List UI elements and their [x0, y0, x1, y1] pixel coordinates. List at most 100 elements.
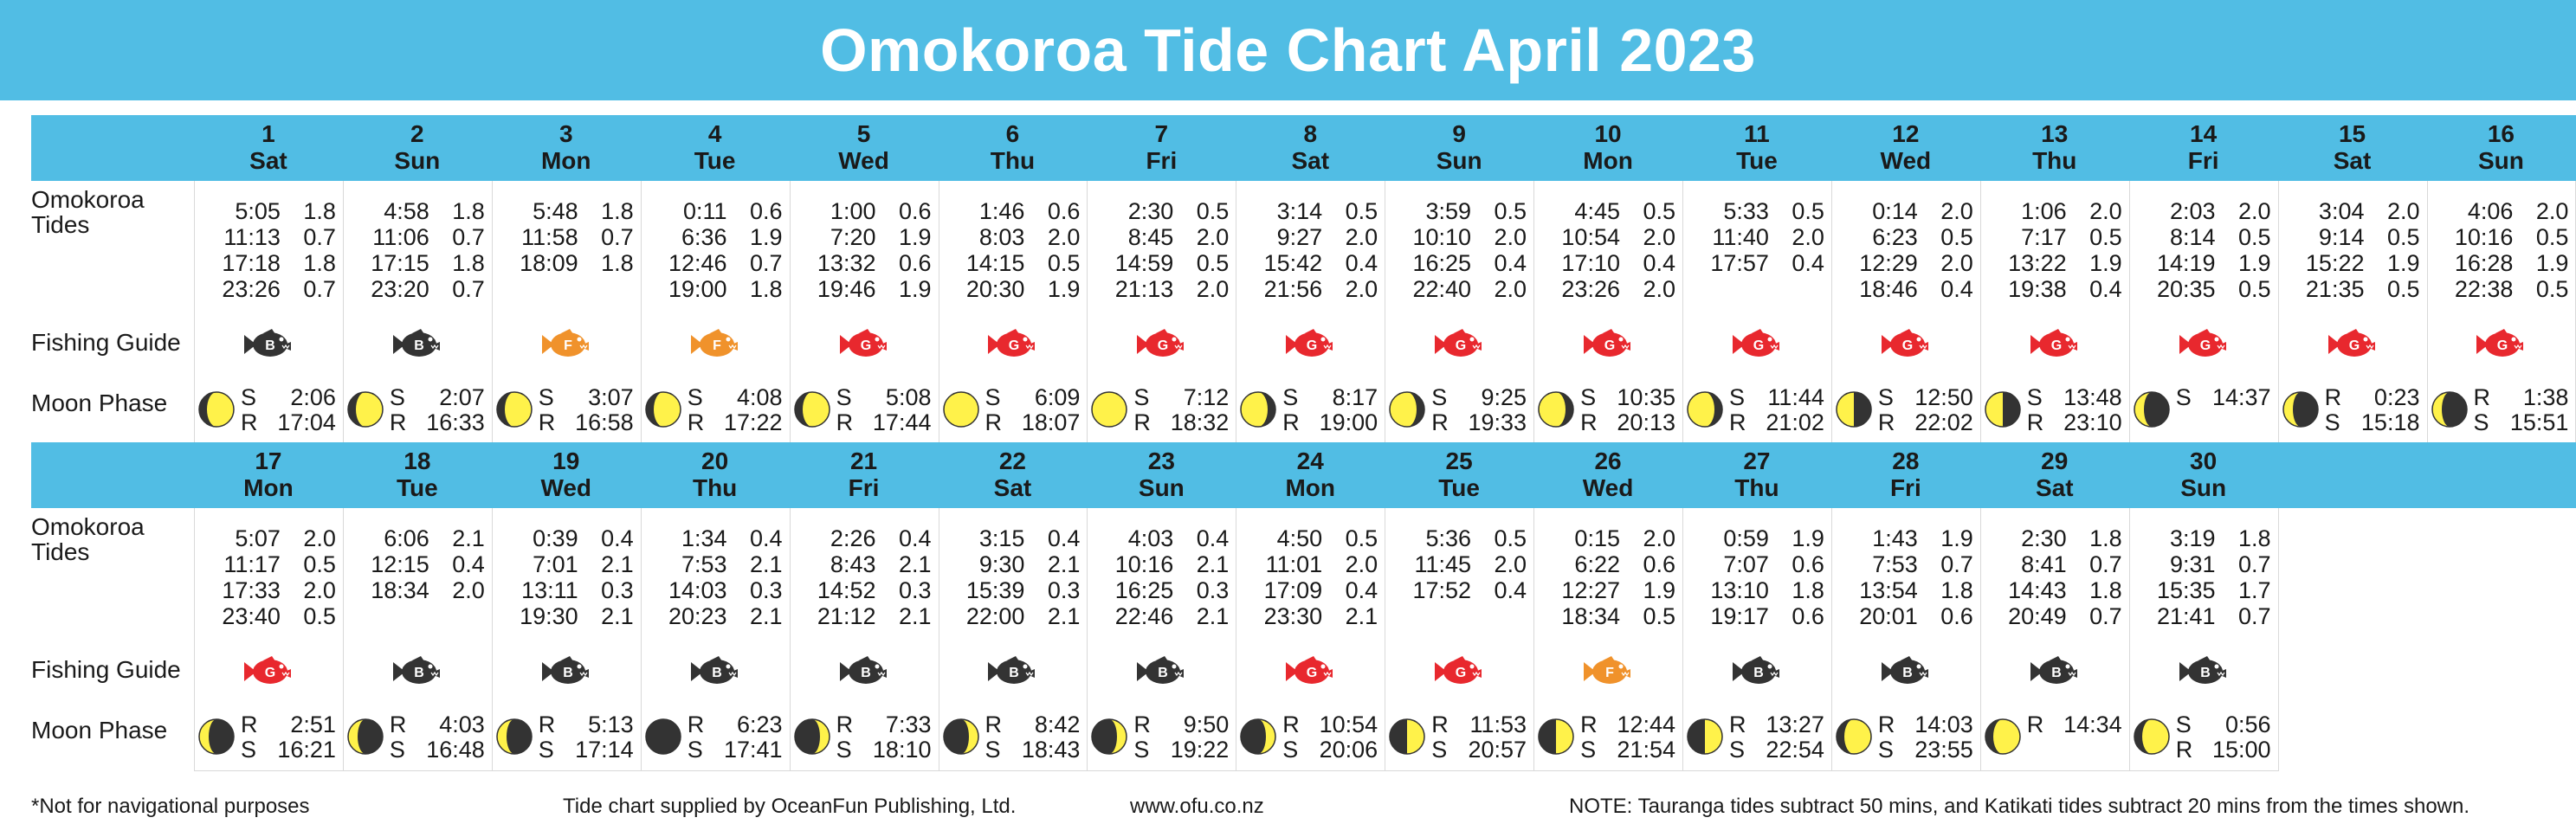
- tide-entry: 1:00 0.6: [790, 198, 932, 224]
- moon-time-entry: S 18:43: [985, 737, 1081, 763]
- day-of-week: Thu: [692, 474, 738, 501]
- day-number: 5: [856, 120, 871, 147]
- column-divider: [342, 181, 344, 444]
- week-block-2: Omokoroa Tides Fishing Guide Moon Phase 17 M…: [31, 442, 2576, 771]
- tide-height: 0.6: [898, 250, 932, 276]
- moon-time-entry: S 6:09: [985, 385, 1081, 410]
- day-header-cell: 27 Thu: [1682, 442, 1831, 508]
- svg-text:G: G: [1009, 338, 1019, 353]
- moon-time-entry: R 6:23: [688, 712, 783, 737]
- moon-event-letter: S: [389, 737, 405, 763]
- tide-height: 0.5: [2386, 276, 2420, 302]
- fish-icon: B: [988, 656, 1036, 684]
- moon-time-entry: S 8:17: [1282, 385, 1378, 410]
- tide-time: 17:15: [371, 250, 429, 276]
- moon-phase: [1388, 718, 1426, 756]
- svg-text:F: F: [564, 338, 572, 353]
- moon-event-time: 8:42: [1034, 711, 1081, 737]
- moon-times: S 7:12 R 18:32: [1133, 385, 1229, 435]
- tide-time: 17:18: [222, 250, 281, 276]
- tide-time: 2:30: [2021, 525, 2067, 551]
- tide-entry: 2:30 0.5: [1087, 198, 1230, 224]
- moon-waxing-gibbous-icon: [793, 391, 830, 428]
- tide-entry: 17:15 1.8: [343, 250, 485, 276]
- moon-times: R 11:53 S 20:57: [1431, 712, 1527, 763]
- moon-time-entry: S 16:48: [390, 737, 485, 763]
- tide-list: 2:30 0.5 8:45 2.0 14:59 0.5 21:13 2.0: [1087, 198, 1230, 302]
- tide-height: 1.8: [2089, 577, 2122, 603]
- day-number: 21: [849, 447, 878, 474]
- tide-entry: 8:41 0.7: [1980, 551, 2122, 577]
- moon-event-time: 10:54: [1319, 711, 1378, 737]
- fish-icon: G: [2179, 329, 2226, 357]
- tide-entry: 4:45 0.5: [1533, 198, 1675, 224]
- tide-height: 0.7: [2238, 603, 2271, 629]
- column-divider: [1087, 508, 1088, 771]
- tide-height: 0.7: [2089, 551, 2122, 577]
- tide-height: 0.4: [1940, 276, 1973, 302]
- tide-entry: 5:33 0.5: [1682, 198, 1824, 224]
- tide-height: 0.7: [750, 250, 783, 276]
- tide-time: 13:11: [521, 577, 578, 603]
- moon-phase: [1537, 390, 1575, 428]
- moon-times: R 1:38 S 15:51: [2474, 385, 2569, 435]
- tide-entry: 7:53 2.1: [641, 551, 783, 577]
- website-link[interactable]: www.ofu.co.nz: [1130, 795, 1264, 818]
- moon-times: R 4:03 S 16:48: [390, 712, 485, 763]
- tide-time: 13:32: [817, 250, 876, 276]
- tide-height: 0.6: [750, 198, 783, 224]
- tide-list: 0:14 2.0 6:23 0.5 12:29 2.0 18:46 0.4: [1831, 198, 1973, 302]
- moon-time-entry: R 18:32: [1133, 410, 1229, 435]
- tide-height: 0.7: [452, 276, 485, 302]
- moon-event-time: 22:02: [1914, 409, 1973, 435]
- fishing-rating: B: [985, 655, 1040, 688]
- moon-time-entry: R 14:34: [2027, 712, 2122, 737]
- moon-event-letter: R: [2473, 384, 2491, 410]
- column-divider: [789, 508, 791, 771]
- tide-time: 7:53: [1872, 551, 1918, 577]
- moon-waning-crescent-icon: [2133, 391, 2170, 428]
- tide-list: 3:14 0.5 9:27 2.0 15:42 0.4 21:56 2.0: [1236, 198, 1378, 302]
- tide-time: 12:29: [1859, 250, 1918, 276]
- tide-height: 0.6: [1940, 603, 1973, 629]
- tide-entry: 22:40 2.0: [1385, 276, 1527, 302]
- day-header-cell: 17 Mon: [194, 442, 343, 508]
- tide-height: 0.4: [1792, 250, 1824, 276]
- moon-event-time: 19:33: [1468, 409, 1527, 435]
- tide-time: 12:15: [371, 551, 429, 577]
- day-number: 30: [2190, 447, 2218, 474]
- moon-waning-crescent-icon: [496, 718, 533, 755]
- tide-time: 15:42: [1263, 250, 1323, 276]
- tide-height: 1.9: [898, 276, 932, 302]
- tide-time: 13:54: [1859, 577, 1918, 603]
- tide-time: 1:06: [2021, 198, 2067, 224]
- moon-event-letter: S: [1877, 384, 1894, 410]
- moon-phase: [1686, 390, 1724, 428]
- moon-event-time: 6:23: [737, 711, 783, 737]
- moon-times: R 6:23 S 17:41: [688, 712, 783, 763]
- moon-event-letter: R: [241, 409, 258, 435]
- day-header-cell: 10 Mon: [1533, 115, 1682, 181]
- day-number: 27: [1743, 447, 1771, 474]
- tide-height: 0.4: [1494, 577, 1527, 603]
- moon-phase: [942, 390, 980, 428]
- moon-times: R 14:34: [2027, 712, 2122, 737]
- tide-time: 2:26: [830, 525, 876, 551]
- day-number: 12: [1892, 120, 1920, 147]
- svg-text:B: B: [563, 666, 573, 680]
- fishing-rating: B: [836, 655, 892, 688]
- fish-icon: B: [392, 656, 440, 684]
- tide-entry: 17:57 0.4: [1682, 250, 1824, 276]
- day-of-week: Wed: [838, 147, 889, 174]
- moon-event-time: 4:03: [439, 711, 485, 737]
- fish-icon: G: [1435, 329, 1482, 357]
- tide-height: 2.1: [1047, 603, 1081, 629]
- tide-entry: 3:19 1.8: [2129, 525, 2271, 551]
- tide-height: 1.9: [2386, 250, 2420, 276]
- moon-first-quarter-icon: [1389, 718, 1425, 755]
- moon-event-letter: S: [538, 737, 554, 763]
- column-divider: [640, 508, 642, 771]
- moon-event-time: 16:48: [426, 737, 485, 763]
- moon-event-letter: R: [1729, 711, 1746, 737]
- moon-time-entry: R 16:33: [390, 410, 485, 435]
